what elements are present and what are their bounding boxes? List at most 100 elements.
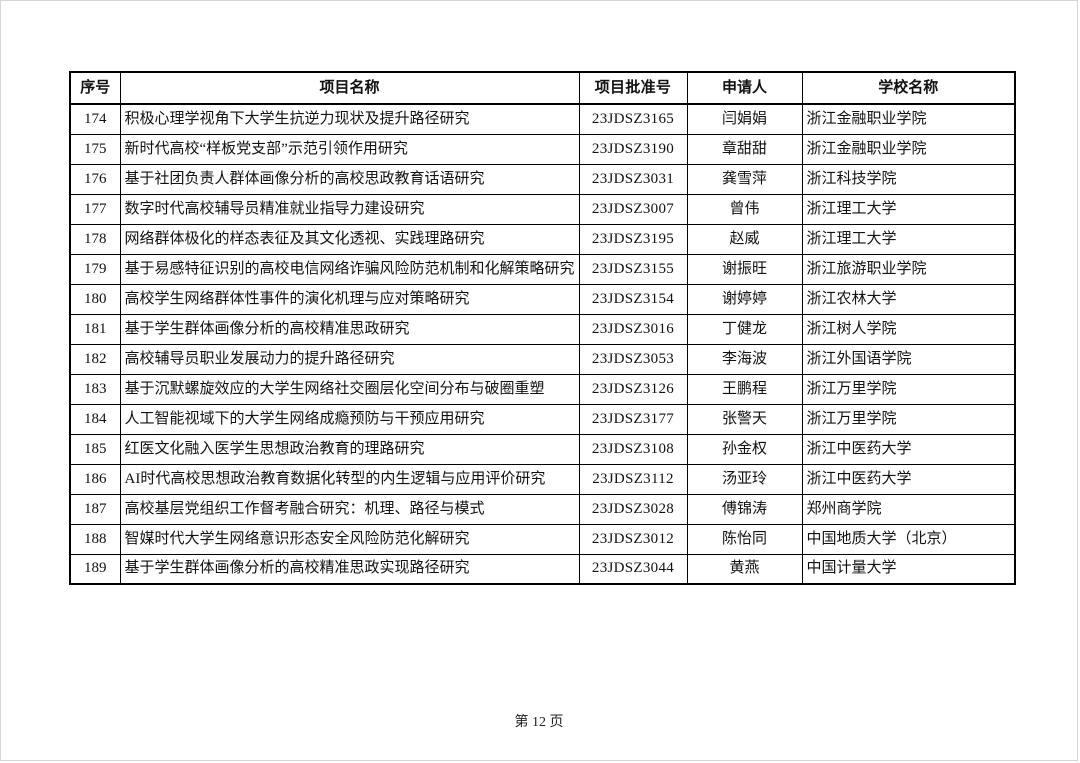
table-row: 183 基于沉默螺旋效应的大学生网络社交圈层化空间分布与破圈重塑 23JDSZ3… <box>69 373 1016 405</box>
cell-project-name: 积极心理学视角下大学生抗逆力现状及提升路径研究 <box>119 103 580 135</box>
cell-serial-number: 184 <box>69 403 121 435</box>
cell-applicant: 黄燕 <box>686 553 803 585</box>
cell-serial-number: 177 <box>69 193 121 225</box>
cell-serial-number: 176 <box>69 163 121 195</box>
cell-serial-number: 189 <box>69 553 121 585</box>
cell-project-name: 智媒时代大学生网络意识形态安全风险防范化解研究 <box>119 523 580 555</box>
cell-project-name: 基于学生群体画像分析的高校精准思政实现路径研究 <box>119 553 580 585</box>
cell-grant-number: 23JDSZ3154 <box>578 283 688 315</box>
cell-applicant: 闫娟娟 <box>686 103 803 135</box>
cell-applicant: 孙金权 <box>686 433 803 465</box>
cell-grant-number: 23JDSZ3112 <box>578 463 688 495</box>
table-row: 184 人工智能视域下的大学生网络成瘾预防与干预应用研究 23JDSZ3177 … <box>69 403 1016 435</box>
cell-serial-number: 174 <box>69 103 121 135</box>
cell-serial-number: 183 <box>69 373 121 405</box>
cell-school-name: 浙江金融职业学院 <box>801 103 1016 135</box>
cell-grant-number: 23JDSZ3126 <box>578 373 688 405</box>
cell-applicant: 傅锦涛 <box>686 493 803 525</box>
cell-applicant: 龚雪萍 <box>686 163 803 195</box>
table-row: 178 网络群体极化的样态表征及其文化透视、实践理路研究 23JDSZ3195 … <box>69 223 1016 255</box>
col-header-applicant: 申请人 <box>686 71 803 105</box>
projects-table: 序号 项目名称 项目批准号 申请人 学校名称 174 积极心理学视角下大学生抗逆… <box>69 71 1016 585</box>
cell-project-name: 红医文化融入医学生思想政治教育的理路研究 <box>119 433 580 465</box>
table-row: 176 基于社团负责人群体画像分析的高校思政教育话语研究 23JDSZ3031 … <box>69 163 1016 195</box>
cell-school-name: 浙江理工大学 <box>801 193 1016 225</box>
cell-applicant: 丁健龙 <box>686 313 803 345</box>
cell-applicant: 谢振旺 <box>686 253 803 285</box>
cell-applicant: 汤亚玲 <box>686 463 803 495</box>
cell-project-name: 数字时代高校辅导员精准就业指导力建设研究 <box>119 193 580 225</box>
table-row: 186 AI时代高校思想政治教育数据化转型的内生逻辑与应用评价研究 23JDSZ… <box>69 463 1016 495</box>
cell-serial-number: 179 <box>69 253 121 285</box>
cell-serial-number: 175 <box>69 133 121 165</box>
cell-school-name: 浙江农林大学 <box>801 283 1016 315</box>
cell-grant-number: 23JDSZ3044 <box>578 553 688 585</box>
cell-school-name: 浙江万里学院 <box>801 403 1016 435</box>
table-head: 序号 项目名称 项目批准号 申请人 学校名称 <box>69 71 1016 105</box>
cell-school-name: 浙江万里学院 <box>801 373 1016 405</box>
cell-grant-number: 23JDSZ3195 <box>578 223 688 255</box>
cell-project-name: 基于社团负责人群体画像分析的高校思政教育话语研究 <box>119 163 580 195</box>
cell-applicant: 曾伟 <box>686 193 803 225</box>
cell-project-name: 高校学生网络群体性事件的演化机理与应对策略研究 <box>119 283 580 315</box>
col-header-grant-number: 项目批准号 <box>578 71 688 105</box>
table-row: 189 基于学生群体画像分析的高校精准思政实现路径研究 23JDSZ3044 黄… <box>69 553 1016 585</box>
cell-serial-number: 182 <box>69 343 121 375</box>
cell-school-name: 中国地质大学（北京） <box>801 523 1016 555</box>
table-row: 181 基于学生群体画像分析的高校精准思政研究 23JDSZ3016 丁健龙 浙… <box>69 313 1016 345</box>
table-body: 174 积极心理学视角下大学生抗逆力现状及提升路径研究 23JDSZ3165 闫… <box>69 103 1016 585</box>
cell-serial-number: 180 <box>69 283 121 315</box>
table-row: 182 高校辅导员职业发展动力的提升路径研究 23JDSZ3053 李海波 浙江… <box>69 343 1016 375</box>
cell-project-name: 基于学生群体画像分析的高校精准思政研究 <box>119 313 580 345</box>
cell-applicant: 陈怡同 <box>686 523 803 555</box>
cell-serial-number: 187 <box>69 493 121 525</box>
cell-project-name: 网络群体极化的样态表征及其文化透视、实践理路研究 <box>119 223 580 255</box>
cell-serial-number: 186 <box>69 463 121 495</box>
cell-project-name: 人工智能视域下的大学生网络成瘾预防与干预应用研究 <box>119 403 580 435</box>
page-number: 第 12 页 <box>514 715 564 730</box>
cell-applicant: 谢婷婷 <box>686 283 803 315</box>
cell-grant-number: 23JDSZ3028 <box>578 493 688 525</box>
cell-applicant: 王鹏程 <box>686 373 803 405</box>
cell-project-name: 基于沉默螺旋效应的大学生网络社交圈层化空间分布与破圈重塑 <box>119 373 580 405</box>
cell-school-name: 郑州商学院 <box>801 493 1016 525</box>
cell-applicant: 张警天 <box>686 403 803 435</box>
table-row: 180 高校学生网络群体性事件的演化机理与应对策略研究 23JDSZ3154 谢… <box>69 283 1016 315</box>
cell-project-name: 高校基层党组织工作督考融合研究：机理、路径与模式 <box>119 493 580 525</box>
cell-serial-number: 178 <box>69 223 121 255</box>
cell-grant-number: 23JDSZ3007 <box>578 193 688 225</box>
cell-school-name: 浙江旅游职业学院 <box>801 253 1016 285</box>
cell-school-name: 浙江科技学院 <box>801 163 1016 195</box>
cell-project-name: 基于易感特征识别的高校电信网络诈骗风险防范机制和化解策略研究 <box>119 253 580 285</box>
cell-serial-number: 188 <box>69 523 121 555</box>
cell-grant-number: 23JDSZ3016 <box>578 313 688 345</box>
cell-school-name: 中国计量大学 <box>801 553 1016 585</box>
table-row: 174 积极心理学视角下大学生抗逆力现状及提升路径研究 23JDSZ3165 闫… <box>69 103 1016 135</box>
cell-school-name: 浙江金融职业学院 <box>801 133 1016 165</box>
cell-project-name: AI时代高校思想政治教育数据化转型的内生逻辑与应用评价研究 <box>119 463 580 495</box>
cell-grant-number: 23JDSZ3108 <box>578 433 688 465</box>
cell-project-name: 高校辅导员职业发展动力的提升路径研究 <box>119 343 580 375</box>
table-row: 185 红医文化融入医学生思想政治教育的理路研究 23JDSZ3108 孙金权 … <box>69 433 1016 465</box>
cell-serial-number: 181 <box>69 313 121 345</box>
col-header-project-name: 项目名称 <box>119 71 580 105</box>
cell-school-name: 浙江外国语学院 <box>801 343 1016 375</box>
table-row: 187 高校基层党组织工作督考融合研究：机理、路径与模式 23JDSZ3028 … <box>69 493 1016 525</box>
cell-serial-number: 185 <box>69 433 121 465</box>
cell-grant-number: 23JDSZ3031 <box>578 163 688 195</box>
cell-project-name: 新时代高校“样板党支部”示范引领作用研究 <box>119 133 580 165</box>
cell-grant-number: 23JDSZ3190 <box>578 133 688 165</box>
cell-grant-number: 23JDSZ3012 <box>578 523 688 555</box>
cell-grant-number: 23JDSZ3165 <box>578 103 688 135</box>
table-header-row: 序号 项目名称 项目批准号 申请人 学校名称 <box>69 71 1016 105</box>
col-header-school-name: 学校名称 <box>801 71 1016 105</box>
col-header-serial-number: 序号 <box>69 71 121 105</box>
cell-grant-number: 23JDSZ3155 <box>578 253 688 285</box>
cell-school-name: 浙江中医药大学 <box>801 433 1016 465</box>
table-row: 177 数字时代高校辅导员精准就业指导力建设研究 23JDSZ3007 曾伟 浙… <box>69 193 1016 225</box>
table-row: 188 智媒时代大学生网络意识形态安全风险防范化解研究 23JDSZ3012 陈… <box>69 523 1016 555</box>
cell-school-name: 浙江树人学院 <box>801 313 1016 345</box>
cell-grant-number: 23JDSZ3053 <box>578 343 688 375</box>
cell-applicant: 章甜甜 <box>686 133 803 165</box>
